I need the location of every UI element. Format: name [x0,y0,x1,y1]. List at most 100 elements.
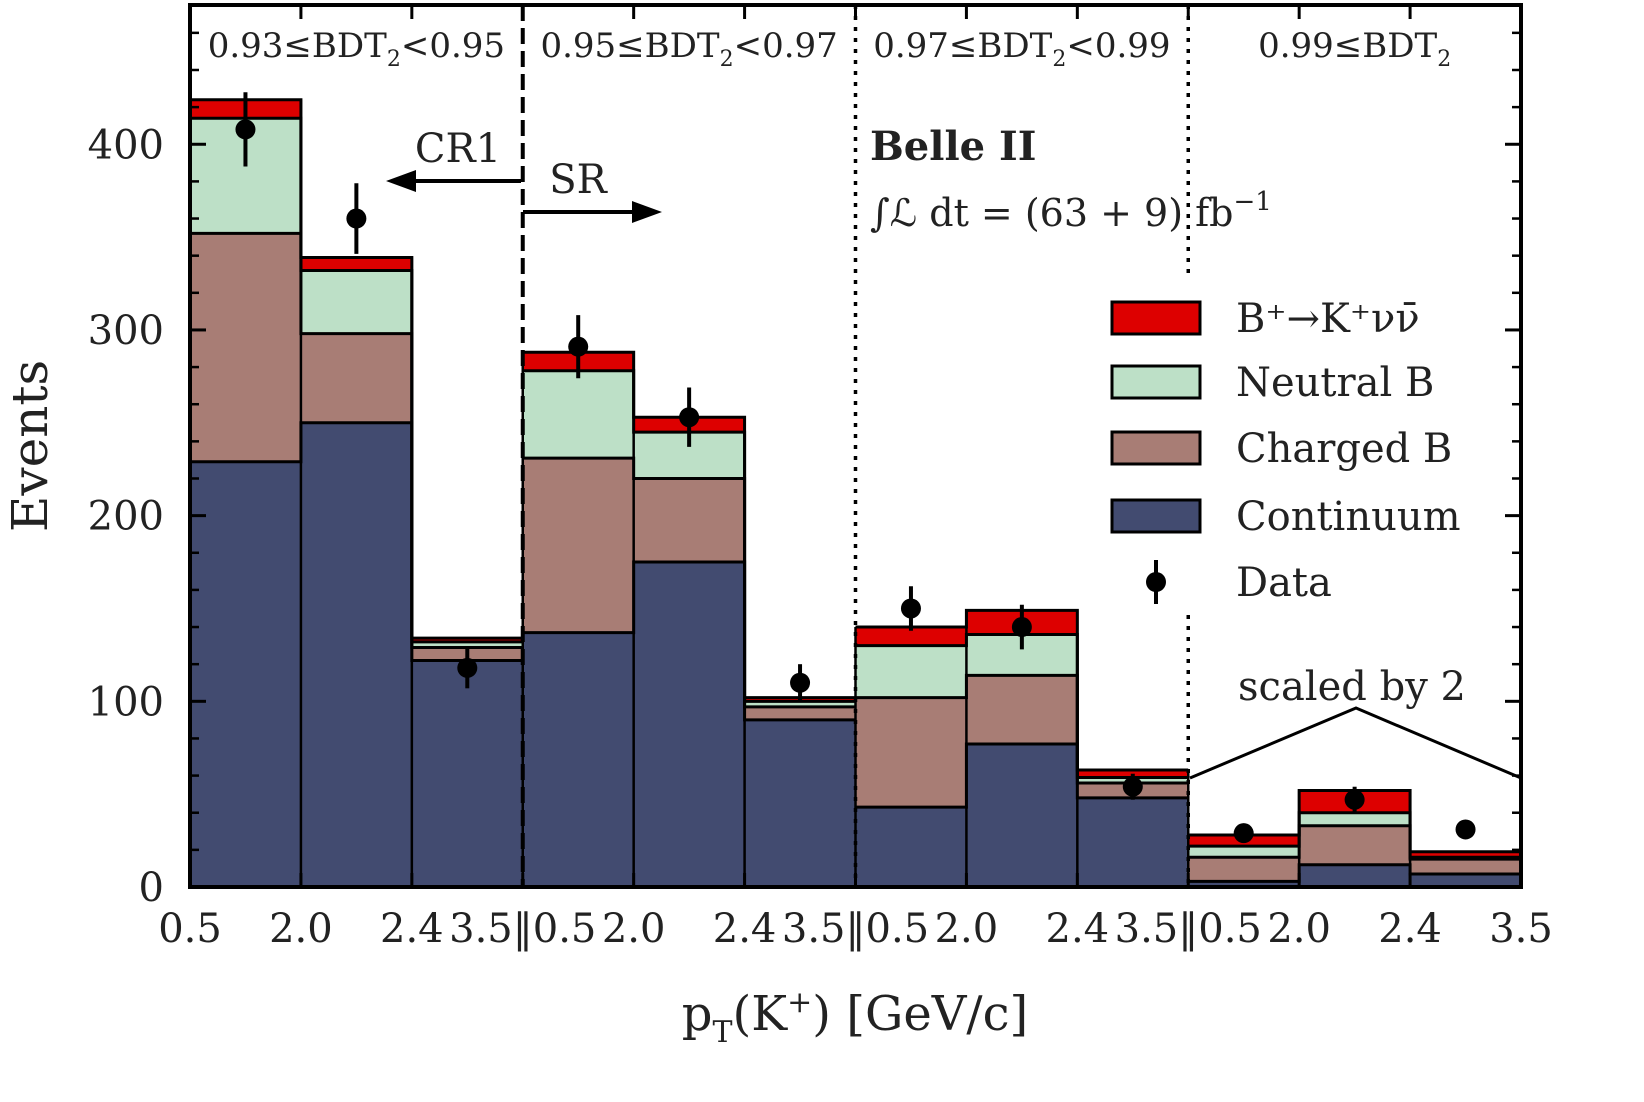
bar-chargedb-10 [1299,825,1411,865]
region-label-post-2: <0.99 [1066,26,1170,66]
ytick-label-4: 400 [88,122,164,168]
legend-swatch-2 [1110,430,1202,466]
region-label-1: 0.95≤BDT2<0.97 [540,26,837,72]
region-label-3: 0.99≤BDT2 [1258,26,1451,72]
scaled-bracket [1189,706,1522,780]
legend-label-3: Continuum [1236,494,1461,540]
bar-bk-11 [1410,851,1522,858]
region-label-2: 0.97≤BDT2<0.99 [873,26,1170,72]
xtick-label-10: 2.0 [1267,906,1331,952]
xtick-label-7: 2.0 [935,906,999,952]
data-point-4 [679,407,700,428]
region-label-post-0: <0.95 [401,26,505,66]
cr1-arrow-head [386,170,416,192]
bar-chargedb-5 [744,706,857,720]
region-label-sub-3: 2 [1437,47,1451,72]
bar-chargedb-7 [966,675,1078,745]
xtick-label-1: 2.0 [269,906,333,952]
sr-arrow-head [632,201,662,223]
step-outline-1-0 [190,231,523,649]
xtick-label-8: 2.4 [1046,906,1110,952]
region-label-post-1: <0.97 [734,26,838,66]
legend-marker-4 [1146,572,1166,592]
bar-continuum-2 [411,660,524,887]
x-axis-label-p: p [682,986,713,1042]
cr1-label: CR1 [415,126,501,172]
bar-neutralb-1 [300,270,413,334]
bar-chargedb-3 [522,458,635,633]
x-axis-label-tail: ) [GeV/c] [812,986,1028,1042]
data-point-0 [235,119,256,140]
step-outline-1-2 [855,673,1189,785]
bar-bk-6 [855,627,968,646]
bar-neutralb-9 [1188,846,1300,858]
bar-neutralb-3 [522,370,635,459]
xtick-label-5: 2.4 [713,906,777,952]
bar-chargedb-11 [1410,859,1522,875]
bar-bk-2 [411,638,524,642]
data-point-9 [1233,823,1254,844]
step-outline-3-0 [190,98,523,640]
xtick-label-12: 3.5 [1489,906,1553,952]
region-separators [520,5,1190,887]
x-axis-label-paren: (K [733,986,789,1042]
step-outline-0-2 [855,742,1189,809]
region-label-pre-2: 0.97≤BDT [873,26,1052,66]
bar-bk-1 [300,257,413,271]
data-point-1 [346,208,367,229]
bar-neutralb-5 [744,701,857,707]
ytick-label-3: 300 [88,308,164,354]
legend-label-0: B⁺→K⁺νν̄ [1236,296,1420,342]
data-point-6 [900,598,921,619]
bar-neutralb-10 [1299,812,1411,826]
bar-continuum-10 [1299,864,1411,887]
legend-swatch-3 [1110,498,1202,534]
xtick-label-11: 2.4 [1378,906,1442,952]
data-point-7 [1011,617,1032,638]
data-points-layer [235,92,1476,844]
xtick-label-0: 0.5 [158,906,222,952]
xtick-label-4: 2.0 [602,906,666,952]
region-label-sub-1: 2 [720,47,734,72]
data-point-11 [1455,819,1476,840]
data-point-2 [457,657,478,678]
legend-label-1: Neutral B [1236,360,1434,406]
step-outline-1-1 [522,456,856,709]
step-outline-2-0 [190,116,523,644]
legend: B⁺→K⁺νν̄ Neutral B Charged B Continuum Data [1110,296,1461,606]
data-point-8 [1122,776,1143,797]
data-point-5 [790,672,811,693]
legend-label-2: Charged B [1236,426,1452,472]
bar-neutralb-2 [411,641,524,648]
xtick-label-2: 2.4 [380,906,444,952]
bar-continuum-3 [522,632,635,887]
data-point-3 [568,336,589,357]
ytick-label-2: 200 [88,494,164,540]
region-label-pre-0: 0.93≤BDT [208,26,387,66]
step-outline-0-3 [1188,863,1521,883]
bar-chargedb-1 [300,333,413,423]
bar-continuum-6 [855,807,968,887]
bars-layer [190,99,1522,887]
x-axis-label: pT(K+) [GeV/c] [682,985,1028,1050]
bar-continuum-7 [966,744,1078,887]
region-label-0: 0.93≤BDT2<0.95 [208,26,505,72]
experiment-label: Belle II [870,123,1036,170]
region-label-sub-0: 2 [387,47,401,72]
luminosity-label: ∫ℒ dt = (63 + 9) fb−1 [870,187,1272,235]
step-outline-1-3 [1188,824,1521,861]
ytick-label-0: 0 [139,865,164,911]
bar-chargedb-6 [855,697,968,808]
bar-continuum-11 [1410,874,1522,887]
region-label-pre-1: 0.95≤BDT [540,26,719,66]
y-axis-label: Events [1,360,59,532]
bar-continuum-0 [190,461,302,887]
luminosity-exponent: −1 [1234,187,1272,217]
bar-continuum-1 [300,422,413,887]
bar-continuum-5 [744,719,857,887]
xtick-label-3: 3.5‖0.5 [449,906,596,952]
x-axis-label-sub: T [713,1015,733,1050]
data-point-10 [1344,789,1365,810]
scaled-label: scaled by 2 [1238,664,1466,710]
